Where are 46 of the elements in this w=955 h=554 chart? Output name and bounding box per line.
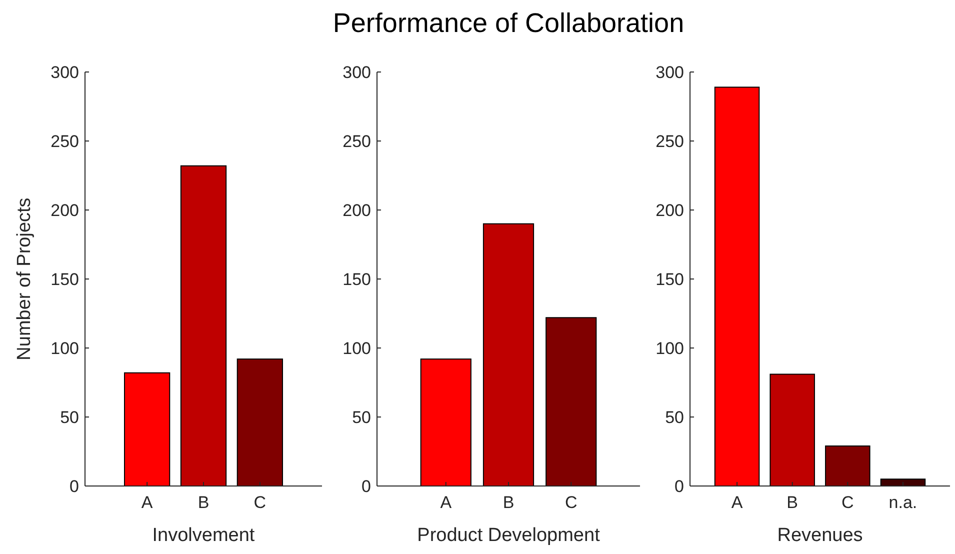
x-tick-label: n.a. xyxy=(888,493,918,512)
x-axis-title: Product Development xyxy=(417,525,601,546)
y-tick-label: 150 xyxy=(50,270,79,289)
y-tick-label: 300 xyxy=(656,62,684,82)
y-tick-label: 100 xyxy=(656,338,684,358)
y-tick-label: 200 xyxy=(342,200,371,220)
y-tick-label: 50 xyxy=(352,408,371,427)
y-tick-label: 250 xyxy=(50,132,79,151)
y-tick-label: 0 xyxy=(70,476,79,496)
bar xyxy=(236,358,283,486)
bar xyxy=(825,445,870,486)
y-tick-label: 250 xyxy=(656,132,684,151)
y-tick-label: 50 xyxy=(60,408,79,427)
y-tick-label: 0 xyxy=(674,476,684,496)
y-tick-label: 150 xyxy=(342,270,371,289)
bar xyxy=(420,358,472,486)
x-axis-title: Revenues xyxy=(777,525,863,546)
x-tick-label: C xyxy=(842,493,854,512)
y-tick-label: 0 xyxy=(362,476,371,496)
x-tick-label: B xyxy=(786,493,798,512)
x-tick-label: B xyxy=(198,493,210,512)
y-tick-label: 200 xyxy=(50,200,79,220)
x-tick-label: A xyxy=(731,493,744,512)
x-tick-label: A xyxy=(141,493,154,512)
x-tick-label: C xyxy=(254,493,266,512)
y-tick-label: 150 xyxy=(656,270,684,289)
bar xyxy=(482,223,534,486)
y-tick-label: 300 xyxy=(50,62,79,82)
y-tick-label: 50 xyxy=(665,408,684,427)
x-axis-title: Involvement xyxy=(152,525,256,546)
bar xyxy=(714,86,760,486)
bar xyxy=(180,165,227,486)
y-tick-label: 300 xyxy=(342,62,371,82)
y-tick-label: 100 xyxy=(50,338,79,358)
y-tick-label: 100 xyxy=(342,338,371,358)
x-tick-label: B xyxy=(502,493,514,512)
bar xyxy=(770,374,815,486)
y-axis-title: Number of Projects xyxy=(14,198,35,360)
bar xyxy=(546,317,597,486)
x-tick-label: C xyxy=(564,493,578,512)
bar xyxy=(880,478,926,486)
x-tick-label: A xyxy=(440,493,452,512)
y-tick-label: 200 xyxy=(656,200,684,220)
bar xyxy=(124,372,170,486)
chart-title: Performance of Collaboration xyxy=(332,8,684,38)
y-tick-label: 250 xyxy=(342,132,371,151)
